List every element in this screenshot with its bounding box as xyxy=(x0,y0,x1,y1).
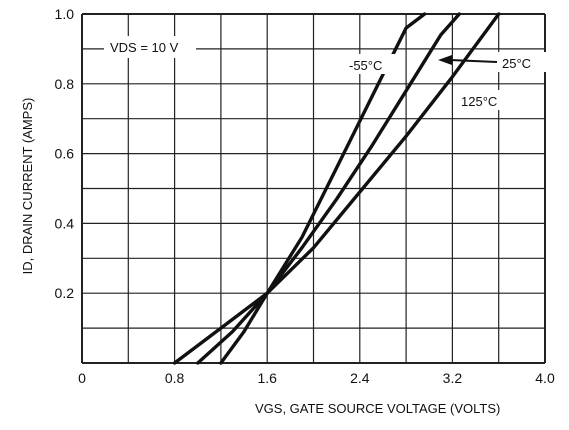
x-tick-label: 4.0 xyxy=(535,370,555,386)
y-tick-label: 0.4 xyxy=(55,215,75,231)
series-25-leader-line xyxy=(449,59,498,63)
series-line-0 xyxy=(219,12,427,365)
x-tick-label: 0.8 xyxy=(165,370,185,386)
series-label-125: 125°C xyxy=(461,94,497,109)
x-tick-label: 2.4 xyxy=(350,370,370,386)
x-tick-label: 3.2 xyxy=(443,370,463,386)
y-tick-label: 1.0 xyxy=(55,6,75,22)
x-tick-label: 1.6 xyxy=(257,370,277,386)
series-label-bg-125 xyxy=(456,90,512,110)
grid xyxy=(81,13,546,364)
x-tick-label: 0 xyxy=(78,370,86,386)
y-axis-title: ID, DRAIN CURRENT (AMPS) xyxy=(20,98,35,275)
series-line-2 xyxy=(172,12,501,365)
series-lines xyxy=(172,12,501,365)
y-tick-label: 0.2 xyxy=(55,285,75,301)
tick-labels: 0 0.8 1.6 2.4 3.2 4.0 0.2 0.4 0.6 0.8 1.0 xyxy=(55,6,555,386)
vds-condition-label: VDS = 10 V xyxy=(110,40,179,55)
series-label-bg-neg55 xyxy=(346,54,396,74)
series-label-25: 25°C xyxy=(502,56,531,71)
y-tick-label: 0.6 xyxy=(55,146,75,162)
series-25-arrowhead xyxy=(438,55,452,65)
series-label-bg-25 xyxy=(496,52,548,72)
series-label-neg55: -55°C xyxy=(349,58,382,73)
x-axis-title: VGS, GATE SOURCE VOLTAGE (VOLTS) xyxy=(255,401,500,416)
y-tick-label: 0.8 xyxy=(55,76,75,92)
condition-label-bg xyxy=(104,36,196,58)
series-line-1 xyxy=(196,12,461,365)
